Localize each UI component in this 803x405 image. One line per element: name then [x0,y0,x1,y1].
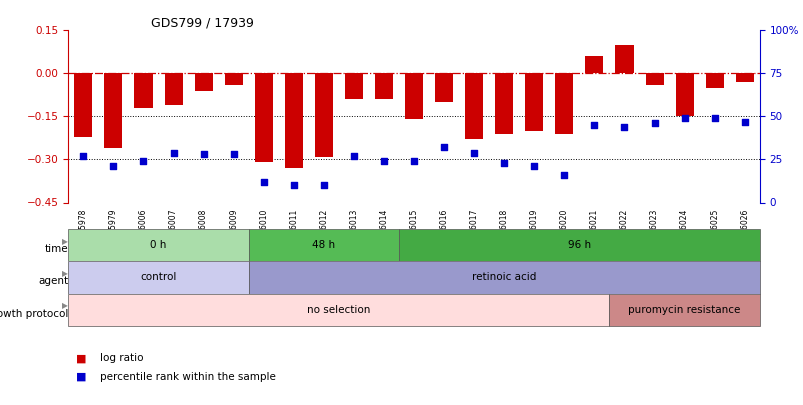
Point [287,182,300,189]
Point [437,144,450,151]
Point [678,115,691,122]
Text: ▶: ▶ [63,269,68,278]
Point [737,118,750,125]
Text: 0 h: 0 h [150,240,166,250]
Point [77,153,90,159]
Point [227,151,240,158]
Text: time: time [45,244,68,254]
Text: 96 h: 96 h [567,240,590,250]
Text: growth protocol: growth protocol [0,309,68,319]
Bar [705,73,723,88]
Text: agent: agent [39,276,68,286]
Point [197,151,210,158]
Bar [68,294,609,326]
Bar [609,294,759,326]
Bar [284,73,303,168]
Bar [344,73,362,99]
Point [618,124,630,130]
Bar [255,73,272,162]
Bar [398,229,759,261]
Bar [194,73,212,91]
Bar [405,73,422,119]
Point [497,160,510,166]
Point [107,163,120,170]
Point [137,158,149,164]
Text: control: control [141,273,177,282]
Bar [68,229,248,261]
Bar [495,73,512,134]
Bar [74,73,92,136]
Bar [585,56,603,73]
Point [407,158,420,164]
Bar [615,45,633,73]
Bar [465,73,483,139]
Text: 48 h: 48 h [312,240,335,250]
Text: no selection: no selection [307,305,370,315]
Point [647,120,660,126]
Bar [735,73,753,82]
Bar [248,261,759,294]
Text: ▶: ▶ [63,301,68,311]
Text: ▶: ▶ [63,237,68,246]
Text: retinoic acid: retinoic acid [471,273,536,282]
Bar [524,73,543,131]
Bar [315,73,332,157]
Point [587,122,600,128]
Bar [248,229,398,261]
Bar [224,73,243,85]
Bar [104,73,122,148]
Text: ■: ■ [76,372,87,382]
Point [707,115,720,122]
Point [467,149,480,156]
Point [377,158,390,164]
Text: ■: ■ [76,354,87,363]
Text: log ratio: log ratio [100,354,144,363]
Bar [165,73,182,105]
Bar [645,73,662,85]
Point [347,153,360,159]
Bar [555,73,573,134]
Point [167,149,180,156]
Text: puromycin resistance: puromycin resistance [628,305,740,315]
Point [557,172,570,178]
Text: percentile rank within the sample: percentile rank within the sample [100,372,276,382]
Point [257,179,270,185]
Bar [68,261,248,294]
Bar [434,73,453,102]
Point [528,163,540,170]
Text: GDS799 / 17939: GDS799 / 17939 [151,16,254,29]
Point [317,182,330,189]
Bar [374,73,393,99]
Bar [675,73,693,117]
Bar [134,73,153,108]
